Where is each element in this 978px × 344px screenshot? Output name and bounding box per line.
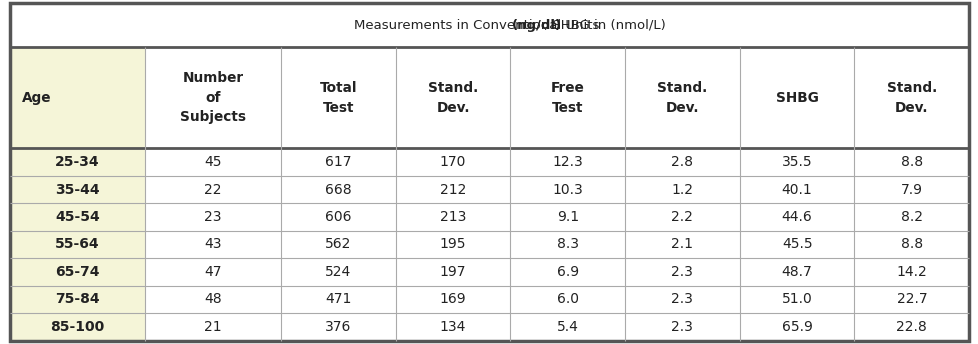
Text: 8.3: 8.3: [556, 237, 578, 251]
Text: 197: 197: [439, 265, 466, 279]
Text: 6.9: 6.9: [556, 265, 578, 279]
Text: Age: Age: [22, 91, 52, 105]
Text: 40.1: 40.1: [781, 183, 812, 196]
Text: 7.9: 7.9: [900, 183, 922, 196]
Text: 48.7: 48.7: [781, 265, 812, 279]
Text: 85-100: 85-100: [51, 320, 105, 334]
Text: 51.0: 51.0: [781, 292, 812, 307]
Text: 45.5: 45.5: [781, 237, 812, 251]
Text: Measurements in Conventional Units: Measurements in Conventional Units: [354, 19, 603, 32]
Text: 2.1: 2.1: [671, 237, 692, 251]
Bar: [10, 176, 145, 203]
Bar: [10, 203, 145, 231]
Text: 22.8: 22.8: [896, 320, 926, 334]
Text: 44.6: 44.6: [781, 210, 812, 224]
Text: 169: 169: [439, 292, 466, 307]
Text: (ng/dl): (ng/dl): [511, 19, 561, 32]
Text: 65-74: 65-74: [56, 265, 100, 279]
Text: 212: 212: [439, 183, 466, 196]
Text: 2.8: 2.8: [671, 155, 692, 169]
Text: 2.3: 2.3: [671, 292, 692, 307]
Bar: [10, 231, 145, 258]
Text: 9.1: 9.1: [556, 210, 578, 224]
Bar: [10, 47, 145, 148]
Text: 2.3: 2.3: [671, 320, 692, 334]
Bar: [10, 231, 968, 258]
Text: 471: 471: [325, 292, 351, 307]
Text: 562: 562: [325, 237, 351, 251]
Bar: [10, 47, 968, 148]
Text: 6.0: 6.0: [556, 292, 578, 307]
Text: 8.8: 8.8: [900, 155, 922, 169]
Text: 213: 213: [439, 210, 466, 224]
Text: 1.2: 1.2: [671, 183, 692, 196]
Text: 47: 47: [204, 265, 222, 279]
Text: 170: 170: [439, 155, 466, 169]
Bar: [10, 286, 145, 313]
Bar: [10, 313, 145, 341]
Text: 10.3: 10.3: [552, 183, 583, 196]
Text: Total
Test: Total Test: [319, 81, 357, 115]
Text: Stand.
Dev.: Stand. Dev.: [427, 81, 477, 115]
Text: 48: 48: [204, 292, 222, 307]
Bar: [10, 313, 968, 341]
Text: SHBG: SHBG: [775, 91, 818, 105]
Text: Stand.
Dev.: Stand. Dev.: [656, 81, 707, 115]
Bar: [10, 203, 968, 231]
Text: 668: 668: [325, 183, 351, 196]
Text: 75-84: 75-84: [55, 292, 100, 307]
Text: 134: 134: [439, 320, 466, 334]
Text: 21: 21: [204, 320, 222, 334]
Text: 2.3: 2.3: [671, 265, 692, 279]
Text: Number
of
Subjects: Number of Subjects: [180, 71, 245, 124]
Bar: [10, 176, 968, 203]
Bar: [10, 258, 968, 286]
Text: 14.2: 14.2: [896, 265, 926, 279]
Text: 2.2: 2.2: [671, 210, 692, 224]
Text: 617: 617: [325, 155, 351, 169]
Text: 524: 524: [325, 265, 351, 279]
Bar: [10, 258, 145, 286]
Text: 8.8: 8.8: [900, 237, 922, 251]
Text: 35.5: 35.5: [781, 155, 812, 169]
Text: , SHBG in (nmol/L): , SHBG in (nmol/L): [543, 19, 665, 32]
Text: 45: 45: [204, 155, 222, 169]
Text: 12.3: 12.3: [552, 155, 583, 169]
Text: 22.7: 22.7: [896, 292, 926, 307]
Text: 376: 376: [325, 320, 351, 334]
Text: 195: 195: [439, 237, 466, 251]
Text: Free
Test: Free Test: [551, 81, 584, 115]
Text: 23: 23: [204, 210, 222, 224]
Text: 5.4: 5.4: [556, 320, 578, 334]
Text: Stand.
Dev.: Stand. Dev.: [886, 81, 936, 115]
Text: 25-34: 25-34: [55, 155, 100, 169]
Text: 45-54: 45-54: [55, 210, 100, 224]
Text: 55-64: 55-64: [55, 237, 100, 251]
Text: 65.9: 65.9: [780, 320, 812, 334]
Text: 8.2: 8.2: [900, 210, 922, 224]
Text: 22: 22: [204, 183, 222, 196]
Bar: [10, 286, 968, 313]
Bar: [10, 148, 968, 176]
Bar: [10, 3, 968, 47]
Bar: [10, 148, 145, 176]
Text: 43: 43: [204, 237, 222, 251]
Text: 606: 606: [325, 210, 351, 224]
Text: 35-44: 35-44: [55, 183, 100, 196]
